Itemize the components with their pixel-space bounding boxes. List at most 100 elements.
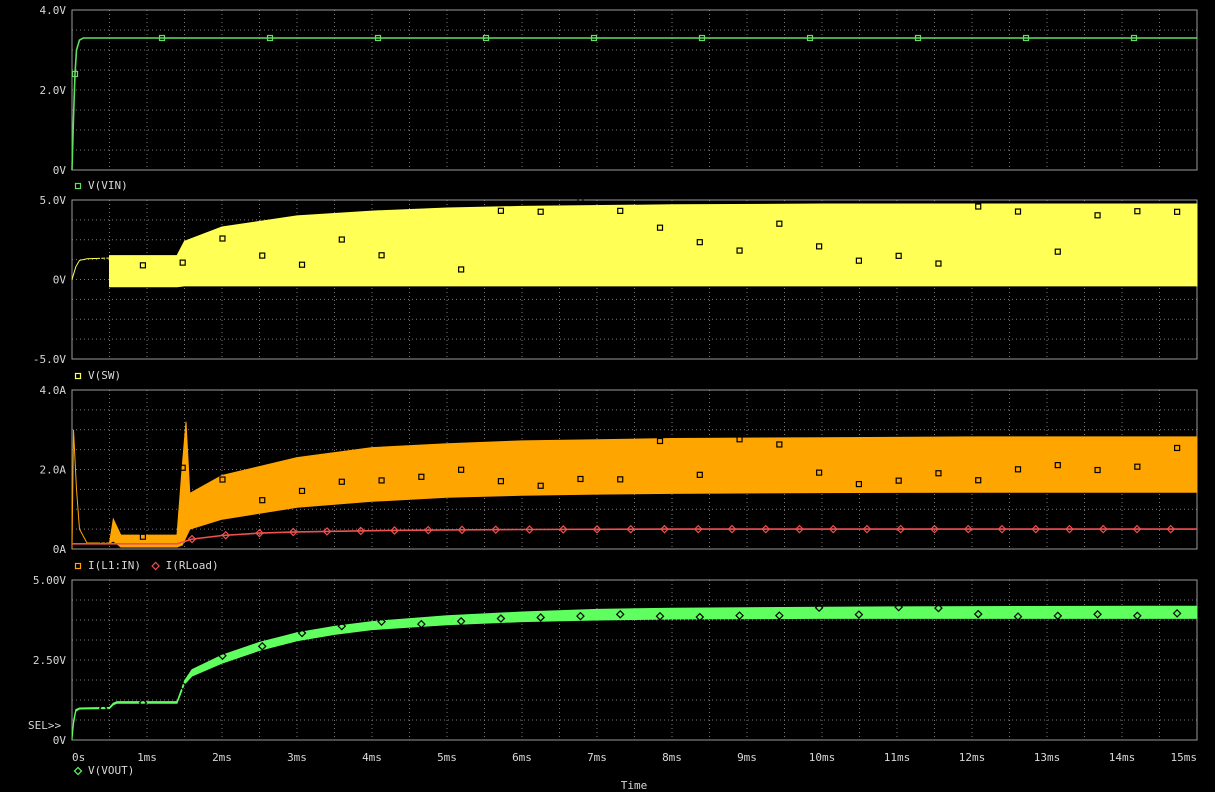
series-v-vout [71, 602, 1198, 741]
waveform-marker [806, 34, 814, 42]
waveform-marker [179, 259, 186, 266]
waveform-marker [187, 534, 197, 544]
waveform-marker [855, 481, 862, 488]
waveform-marker [693, 524, 703, 534]
waveform-marker [536, 613, 546, 622]
x-tick-label: 14ms [1109, 751, 1136, 764]
waveform-marker [814, 603, 824, 613]
waveform-marker [914, 34, 922, 42]
y-tick-label: 2.0V [40, 84, 67, 97]
waveform-marker [854, 610, 864, 619]
waveform-marker [1014, 208, 1022, 215]
legend-i-l1-in[interactable]: I(L1:IN) [74, 559, 141, 572]
waveform-marker [139, 533, 147, 540]
waveform-marker [1174, 208, 1181, 215]
waveform-marker [736, 436, 743, 443]
waveform-marker [774, 611, 784, 620]
waveform-marker [458, 466, 465, 473]
waveform-marker [1054, 462, 1061, 469]
waveform-line [71, 37, 1197, 171]
waveform-marker [577, 475, 584, 483]
cursor-select-label[interactable]: SEL>> [28, 719, 61, 732]
y-tick-label: 2.0A [40, 464, 67, 477]
x-tick-label: 12ms [959, 751, 986, 764]
waveform-marker [896, 524, 906, 534]
x-tick-label: 4ms [362, 751, 382, 764]
waveform-marker [457, 525, 467, 535]
waveform-marker [698, 34, 706, 42]
legend-label: V(SW) [88, 369, 121, 382]
waveform-marker [338, 478, 345, 485]
waveform-marker [696, 239, 703, 246]
waveform-marker [894, 602, 904, 612]
waveform-marker [1022, 34, 1030, 42]
waveform-marker [374, 34, 382, 42]
waveform-marker [828, 524, 838, 534]
waveform-marker [322, 527, 332, 536]
waveform-marker [266, 34, 274, 42]
waveform-band [71, 605, 1198, 741]
plot-frame [71, 9, 1198, 171]
x-tick-label: 11ms [884, 751, 911, 764]
legend-v-vout[interactable]: V(VOUT) [73, 764, 135, 777]
waveform-marker [855, 257, 862, 264]
waveform-marker [1093, 609, 1102, 619]
waveform-marker [795, 524, 804, 534]
x-tick-label: 3ms [287, 751, 307, 764]
waveform-marker [1054, 248, 1061, 255]
y-tick-label: 0V [53, 734, 67, 747]
plot-panel-1: 4.0V 2.0V 0V V(VIN) [40, 4, 1198, 192]
waveform-marker [178, 681, 188, 691]
waveform-marker [288, 527, 298, 537]
waveform-marker [1014, 466, 1022, 473]
waveform-marker [218, 651, 227, 661]
waveform-marker [1166, 524, 1176, 534]
waveform-marker [592, 524, 602, 534]
legend-i-rload[interactable]: I(RLoad) [151, 559, 219, 572]
waveform-marker [138, 698, 148, 708]
plot-frame [71, 579, 1198, 741]
waveform-marker [1134, 463, 1141, 470]
grid-lines [72, 200, 1197, 359]
waveform-marker [1053, 611, 1063, 621]
y-tick-label: -5.0V [33, 353, 66, 366]
plot-panel-3: 4.0A 2.0A 0A I(L1:IN) I(RLoad) [40, 384, 1198, 572]
waveform-marker [537, 482, 544, 489]
x-tick-label: 0s [72, 751, 85, 764]
waveform-marker [895, 252, 902, 259]
x-tick-label: 1ms [137, 751, 157, 764]
waveform-marker [1094, 212, 1101, 219]
waveform-marker [100, 255, 107, 262]
x-tick-label: 8ms [662, 751, 682, 764]
waveform-marker [1130, 34, 1138, 42]
series-i-rload [72, 524, 1197, 545]
waveform-marker [997, 524, 1007, 534]
waveform-marker [735, 611, 744, 620]
waveform-marker [338, 236, 345, 243]
legend-v-vin[interactable]: V(VIN) [74, 179, 128, 192]
waveform-marker [1094, 466, 1101, 474]
waveform-marker [1172, 609, 1182, 618]
waveform-marker [297, 628, 307, 638]
grid-lines [72, 580, 1197, 740]
waveform-marker [816, 469, 823, 476]
x-tick-label: 10ms [809, 751, 836, 764]
y-tick-label: 5.0V [40, 194, 67, 207]
legend-v-sw[interactable]: V(SW) [74, 369, 122, 382]
x-tick-label: 13ms [1034, 751, 1061, 764]
waveform-marker [98, 703, 108, 713]
square-marker-icon [74, 372, 82, 380]
waveform-marker [776, 220, 783, 227]
waveform-marker [377, 617, 386, 626]
waveform-marker [158, 34, 166, 42]
waveform-marker [456, 616, 466, 626]
waveform-marker [576, 611, 585, 621]
plot-panel-2: 5.0V 0V -5.0V V(SW) [33, 194, 1198, 382]
waveform-marker [975, 477, 982, 484]
legend-label: V(VIN) [88, 179, 128, 192]
diamond-marker-icon [151, 561, 160, 571]
waveform-marker [298, 487, 306, 495]
waveform-marker [895, 477, 902, 484]
waveform-marker [963, 524, 973, 534]
